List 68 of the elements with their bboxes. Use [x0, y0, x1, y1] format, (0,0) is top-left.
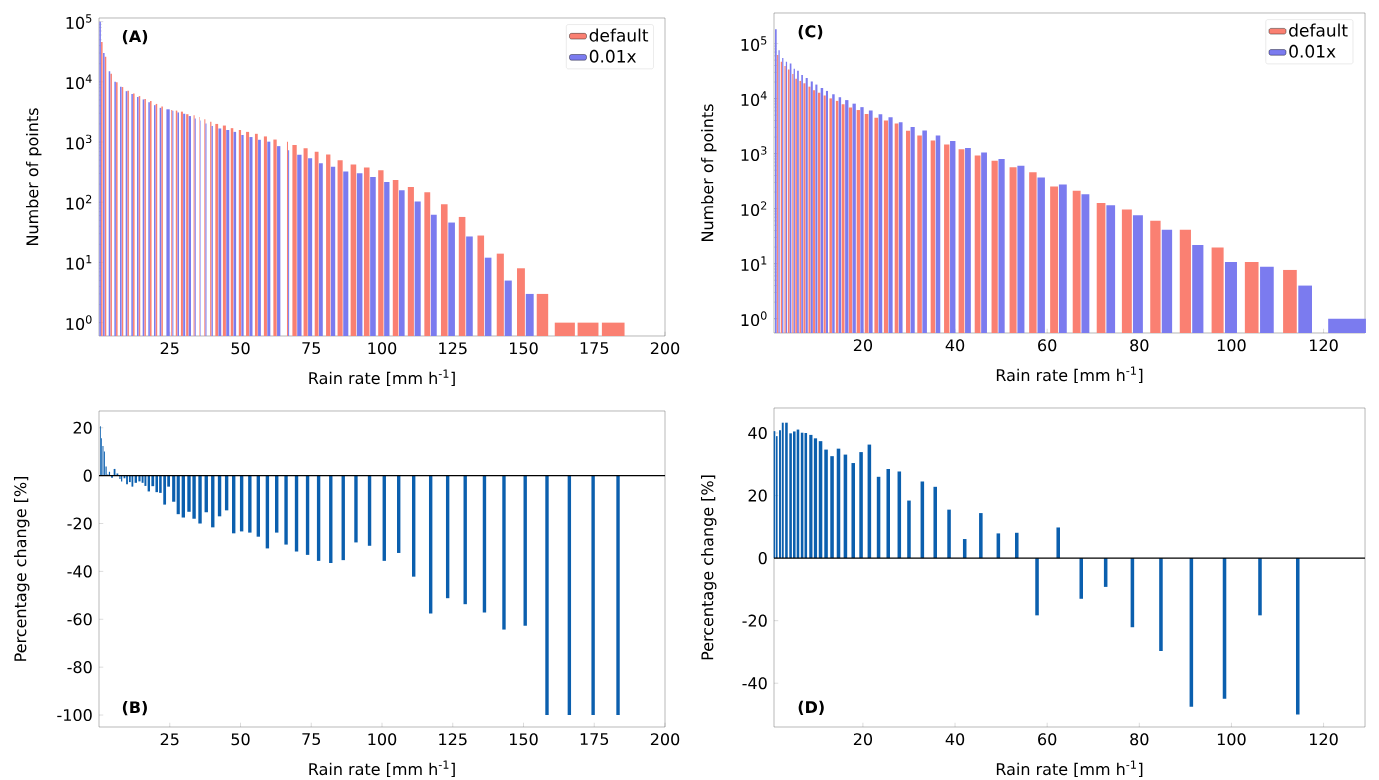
legend-label: default [589, 28, 649, 42]
x-tick-label: 200 [650, 733, 680, 746]
x-tick-label: 150 [510, 733, 538, 746]
legend-label: 0.01x [1289, 44, 1336, 58]
y-tick-label: 10$^{5}$ [741, 36, 767, 51]
x-tick-label: 100 [368, 733, 397, 746]
x-tick-label: 120 [1310, 733, 1338, 746]
y-tick-label: 10$^{3}$ [741, 146, 767, 162]
x-tick-label: 150 [510, 342, 538, 355]
y-tick-label: -20 [67, 517, 92, 530]
y-tick-label: 0 [83, 469, 92, 482]
x-tick-label: 60 [1038, 733, 1057, 746]
y-tick-label: 0 [758, 552, 767, 565]
x-tick-label: 80 [1130, 733, 1149, 746]
x-tick-label: 120 [1310, 339, 1338, 352]
x-axis-title: Rain rate [mm h$^{-1}$] [309, 760, 455, 778]
y-tick-label: 10$^{4}$ [66, 74, 92, 90]
y-axis-title: Number of points [25, 108, 42, 245]
y-tick-label: 10$^{0}$ [66, 315, 92, 331]
x-tick-label: 75 [302, 733, 321, 746]
legend-label: 0.01x [589, 49, 637, 63]
y-tick-label: 20 [748, 489, 767, 502]
y-tick-label: -60 [67, 613, 92, 626]
x-axis-title: Rain rate [mm h$^{-1}$] [996, 366, 1143, 384]
x-tick-label: 20 [853, 733, 873, 746]
x-tick-label: 125 [439, 342, 467, 355]
y-tick-label: 20 [73, 421, 92, 434]
x-tick-label: 175 [580, 733, 609, 746]
y-tick-label: 10$^{2}$ [741, 201, 767, 217]
y-tick-label: -40 [67, 565, 92, 578]
y-axis-title: Number of points [700, 104, 717, 241]
x-tick-label: 200 [650, 342, 680, 355]
x-tick-label: 80 [1130, 339, 1149, 352]
y-axis-title: Percentage change [%] [13, 476, 30, 661]
x-tick-label: 100 [1217, 339, 1246, 352]
annotation: (B) [122, 700, 147, 716]
x-tick-label: 50 [231, 342, 250, 355]
x-tick-label: 50 [231, 733, 250, 746]
x-tick-label: 40 [945, 339, 965, 352]
x-tick-label: 25 [160, 342, 179, 355]
y-tick-label: 10$^{2}$ [66, 194, 92, 210]
x-tick-label: 20 [853, 339, 873, 352]
x-axis-title: Rain rate [mm h$^{-1}$] [309, 369, 455, 387]
x-axis-title: Rain rate [mm h$^{-1}$] [996, 760, 1143, 778]
y-tick-label: -100 [57, 708, 92, 722]
y-tick-label: 10$^{5}$ [66, 14, 92, 29]
y-tick-label: 10$^{0}$ [741, 311, 767, 327]
x-tick-label: 75 [302, 342, 321, 355]
y-tick-label: 10$^{1}$ [66, 255, 92, 270]
y-tick-label: -40 [742, 677, 767, 690]
x-tick-label: 175 [580, 342, 609, 355]
annotation: (C) [798, 25, 823, 40]
y-tick-label: -80 [67, 661, 92, 674]
y-tick-label: 10$^{3}$ [66, 134, 92, 150]
y-tick-label: 10$^{1}$ [741, 256, 767, 272]
annotation: (A) [122, 29, 148, 45]
y-tick-label: 10$^{4}$ [741, 91, 767, 106]
y-tick-label: 40 [748, 426, 767, 440]
x-tick-label: 100 [368, 342, 397, 355]
x-tick-label: 125 [439, 733, 467, 746]
x-tick-label: 25 [160, 733, 179, 746]
y-tick-label: -20 [742, 614, 767, 627]
y-axis-title: Percentage change [%] [700, 475, 717, 660]
x-tick-label: 60 [1038, 339, 1057, 352]
x-tick-label: 100 [1217, 733, 1246, 746]
legend-label: default [1289, 23, 1348, 37]
annotation: (D) [798, 700, 824, 715]
x-tick-label: 40 [945, 733, 965, 746]
